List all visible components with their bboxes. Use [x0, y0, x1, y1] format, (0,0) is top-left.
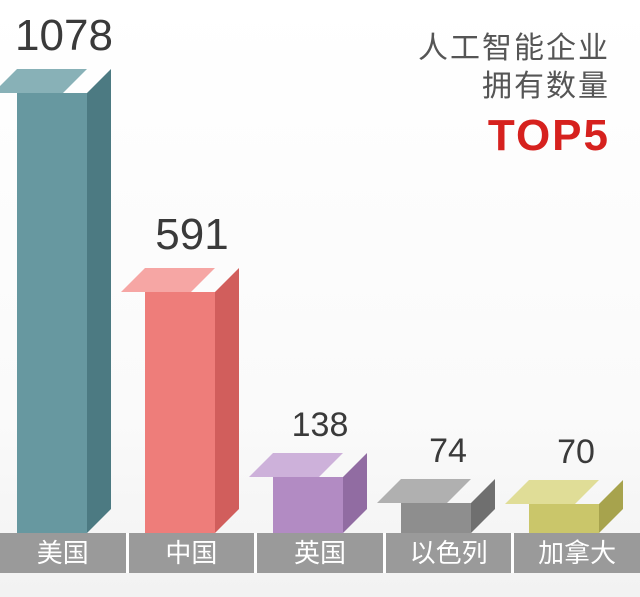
bar-front: [273, 477, 343, 533]
bars-area: 10785911387470: [0, 23, 640, 533]
bar-side: [599, 480, 623, 533]
bar-side: [87, 69, 111, 533]
bar-value-4: 70: [557, 433, 595, 472]
bar-value-2: 138: [292, 406, 349, 445]
bar-2: [273, 453, 367, 533]
bar-4: [529, 480, 623, 533]
bar-top: [0, 69, 87, 93]
axis-label-3: 以色列: [386, 533, 515, 573]
bar-top: [121, 268, 215, 292]
bar-0: [17, 69, 111, 533]
x-axis: 美国中国英国以色列加拿大: [0, 533, 640, 573]
bar-top: [249, 453, 343, 477]
bar-front: [529, 504, 599, 533]
bar-1: [145, 268, 239, 533]
bar-value-1: 591: [155, 210, 228, 260]
axis-label-4: 加拿大: [514, 533, 640, 573]
axis-label-2: 英国: [257, 533, 386, 573]
chart-stage: 人工智能企业 拥有数量 TOP5 10785911387470 美国中国英国以色…: [0, 0, 640, 597]
bar-front: [145, 292, 215, 533]
bar-value-3: 74: [429, 432, 467, 471]
bar-front: [17, 93, 87, 533]
bar-value-0: 1078: [15, 11, 113, 61]
bar-side: [215, 268, 239, 533]
bar-top: [377, 479, 471, 503]
axis-label-1: 中国: [129, 533, 258, 573]
bar-3: [401, 479, 495, 533]
bar-side: [343, 453, 367, 533]
bar-front: [401, 503, 471, 533]
axis-label-0: 美国: [0, 533, 129, 573]
bar-top: [505, 480, 599, 504]
bar-side: [471, 479, 495, 533]
